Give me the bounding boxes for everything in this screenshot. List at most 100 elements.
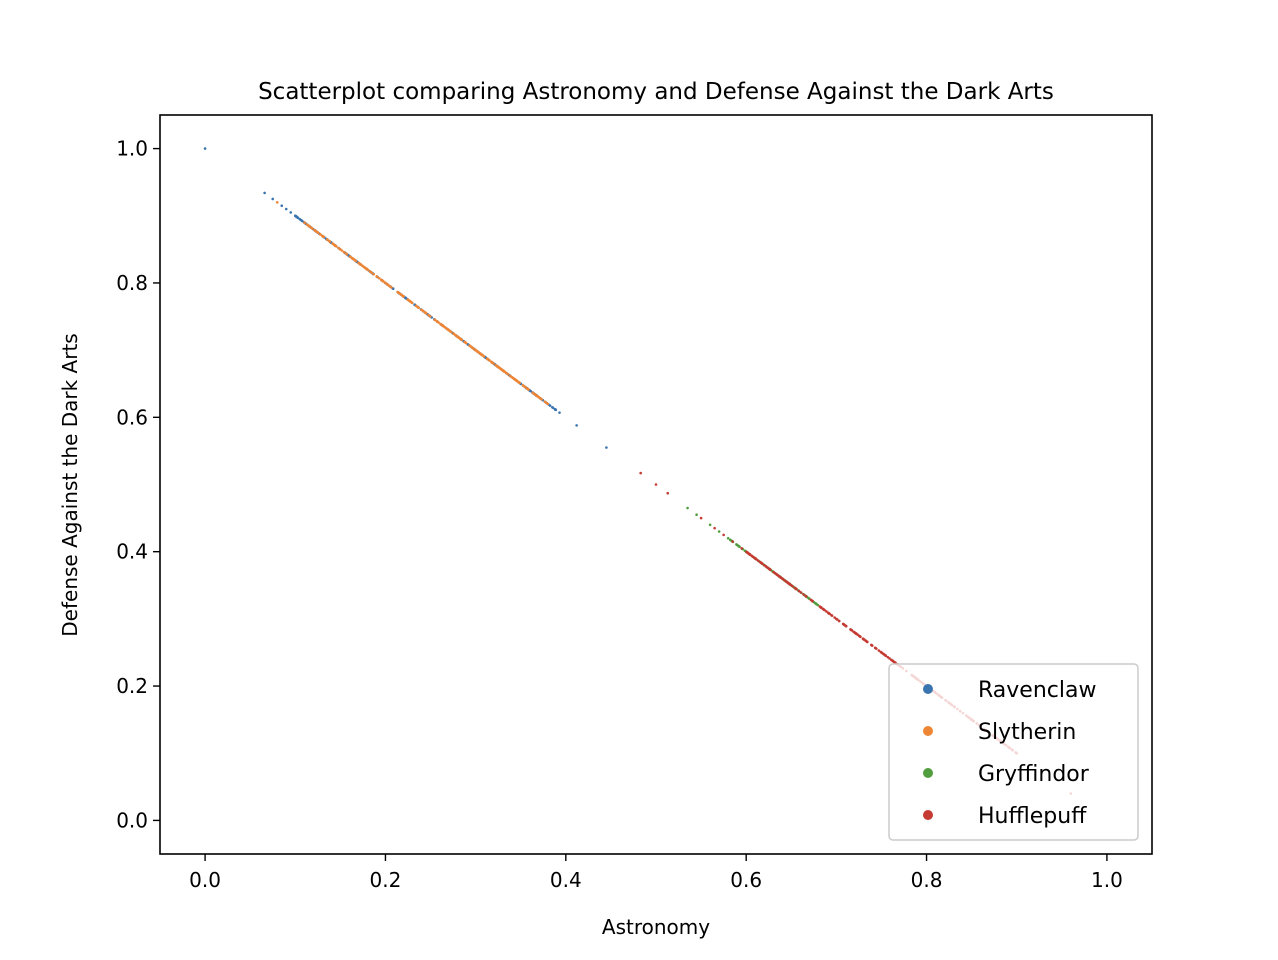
legend-marker — [923, 810, 933, 820]
data-point — [389, 285, 392, 289]
data-point — [275, 201, 279, 204]
data-point — [407, 298, 410, 302]
data-point — [455, 334, 459, 338]
data-point — [300, 219, 304, 222]
data-point — [768, 567, 771, 571]
data-point — [548, 404, 552, 407]
data-point — [830, 613, 833, 617]
x-tick-label: 1.0 — [1091, 868, 1123, 892]
y-tick-label: 0.0 — [116, 808, 148, 832]
data-point — [513, 378, 517, 381]
data-point — [842, 623, 846, 626]
data-point — [420, 308, 423, 312]
data-point — [396, 290, 400, 294]
data-point — [315, 230, 319, 234]
data-point — [517, 381, 521, 384]
data-point — [546, 402, 550, 406]
data-point — [772, 570, 775, 574]
data-point — [377, 276, 381, 280]
data-point — [293, 214, 297, 218]
data-point — [893, 660, 896, 664]
data-point — [359, 263, 363, 266]
data-point — [745, 550, 749, 554]
data-point — [686, 506, 689, 510]
data-point — [476, 350, 479, 353]
data-point — [795, 587, 798, 591]
data-point — [558, 411, 561, 414]
data-point — [372, 272, 376, 276]
data-point — [474, 348, 477, 352]
data-point — [345, 252, 348, 256]
data-point — [760, 562, 764, 565]
data-point — [774, 572, 777, 575]
data-point — [825, 610, 828, 613]
data-point — [537, 395, 541, 399]
data-point — [786, 581, 790, 585]
data-point — [203, 147, 207, 150]
data-point — [849, 628, 853, 632]
data-point — [468, 344, 471, 347]
data-point — [289, 211, 293, 214]
data-point — [353, 258, 357, 262]
data-point — [802, 593, 805, 596]
data-point — [814, 602, 818, 606]
legend-label: Gryffindor — [978, 762, 1090, 787]
y-axis: 0.0 0.2 0.4 0.6 0.8 1.0 — [116, 137, 160, 832]
data-point — [858, 635, 862, 638]
data-point — [810, 599, 814, 603]
data-point — [424, 311, 428, 315]
data-point — [342, 250, 346, 254]
data-point — [550, 405, 554, 409]
legend-label: Slytherin — [978, 720, 1076, 745]
data-point — [298, 217, 302, 221]
y-axis-label: Defense Against the Dark Arts — [58, 333, 82, 636]
data-point — [717, 530, 721, 533]
data-point — [339, 248, 342, 251]
data-point — [731, 540, 734, 543]
data-point — [307, 224, 311, 228]
data-point — [821, 607, 825, 611]
x-tick-label: 0.6 — [730, 868, 762, 892]
data-point — [380, 278, 383, 282]
data-point — [837, 619, 841, 623]
data-point — [695, 513, 698, 517]
data-point — [366, 268, 369, 271]
data-point — [639, 471, 642, 475]
data-point — [789, 583, 793, 587]
data-point — [759, 560, 762, 564]
data-point — [350, 256, 354, 260]
data-point — [875, 647, 878, 650]
data-point — [280, 204, 284, 207]
data-point — [531, 391, 535, 394]
data-point — [490, 361, 494, 364]
data-point — [853, 631, 857, 634]
y-tick-label: 0.2 — [116, 674, 148, 698]
data-point — [753, 557, 757, 560]
data-point — [284, 207, 288, 211]
data-point — [370, 271, 374, 275]
plot-frame — [159, 114, 1153, 855]
data-point — [728, 538, 732, 542]
data-point — [539, 397, 542, 400]
y-tick-label: 0.4 — [116, 540, 148, 564]
data-point — [776, 573, 780, 577]
data-point — [799, 591, 803, 594]
data-point — [328, 240, 332, 243]
data-point — [654, 483, 658, 486]
data-point — [375, 275, 379, 278]
legend-marker — [923, 726, 933, 736]
data-point — [321, 234, 324, 238]
data-point — [575, 424, 578, 427]
data-point — [526, 387, 530, 391]
x-tick-label: 0.4 — [550, 868, 582, 892]
y-tick-label: 1.0 — [116, 137, 148, 161]
data-point — [402, 295, 405, 298]
data-point — [890, 658, 893, 662]
legend-marker — [923, 684, 933, 694]
data-point — [442, 325, 446, 328]
data-point — [313, 228, 316, 232]
data-point — [877, 649, 881, 652]
data-point — [748, 553, 752, 556]
data-point — [471, 346, 474, 350]
